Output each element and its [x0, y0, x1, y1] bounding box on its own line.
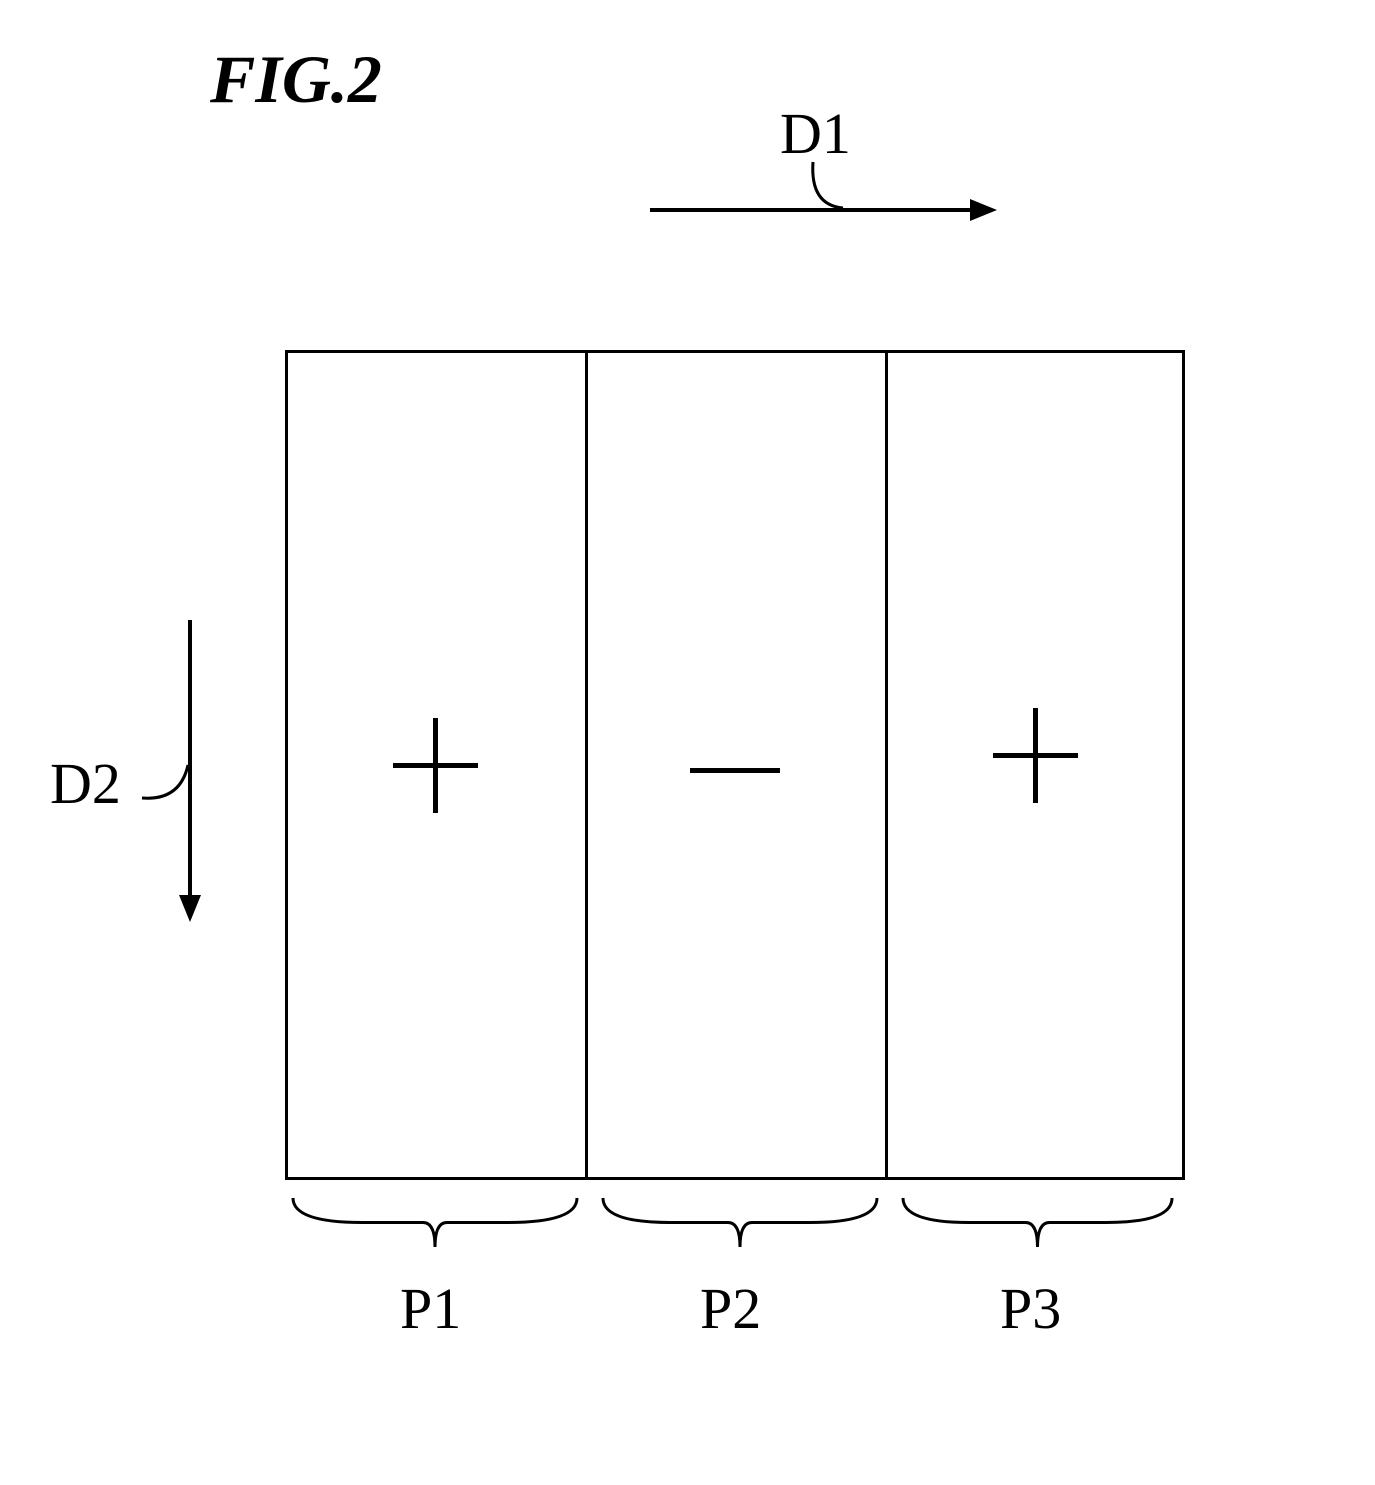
panel-divider-2 — [885, 350, 888, 1180]
p3-label: P3 — [1000, 1275, 1061, 1342]
p2-brace-icon — [600, 1195, 880, 1250]
d1-label: D1 — [780, 100, 851, 167]
d1-arrow-icon — [650, 195, 1005, 225]
p1-plus-icon — [393, 718, 478, 813]
p3-plus-icon — [993, 708, 1078, 803]
p2-minus-icon — [690, 768, 780, 773]
p3-brace-icon — [900, 1195, 1175, 1250]
p1-label: P1 — [400, 1275, 461, 1342]
figure-title: FIG.2 — [210, 40, 382, 119]
panel-divider-1 — [585, 350, 588, 1180]
p2-label: P2 — [700, 1275, 761, 1342]
d2-label: D2 — [50, 750, 121, 817]
p1-brace-icon — [290, 1195, 580, 1250]
d2-arrow-icon — [175, 620, 205, 930]
